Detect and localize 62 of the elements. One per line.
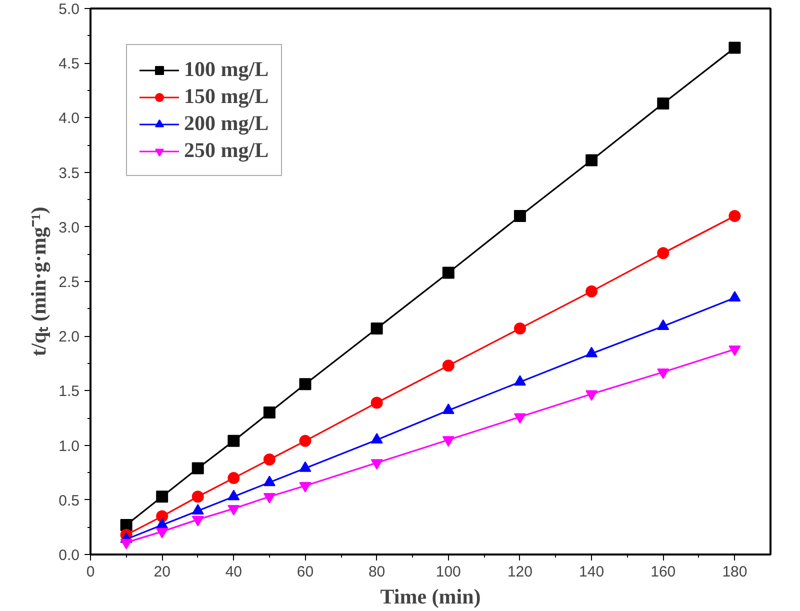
legend-label: 250 mg/L <box>184 138 269 163</box>
y-tick-label: 2.0 <box>58 328 80 346</box>
point <box>192 462 204 474</box>
point <box>156 490 168 503</box>
point <box>192 516 204 526</box>
point <box>657 368 670 379</box>
point <box>370 396 383 409</box>
x-tick-label: 160 <box>650 564 676 580</box>
x-tick-label: 40 <box>225 564 242 580</box>
x-tick-label: 60 <box>296 564 314 580</box>
y-tick-label: 4.0 <box>58 110 80 128</box>
point <box>728 346 741 356</box>
y-tick-label: 0.0 <box>58 547 80 564</box>
point <box>657 247 670 260</box>
point <box>263 454 276 466</box>
x-tick-label: 80 <box>368 564 386 580</box>
point <box>442 266 454 279</box>
y-tick-label: 2.5 <box>58 274 80 291</box>
y-axis-title: t/qₜ (min·g·mg⁻¹) <box>26 206 51 356</box>
point <box>228 504 240 516</box>
point <box>263 406 276 419</box>
point <box>442 436 454 447</box>
x-tick-label: 20 <box>154 564 170 580</box>
point <box>370 459 383 470</box>
x-tick-label: 180 <box>722 564 748 580</box>
y-tick-label: 0.5 <box>58 492 80 510</box>
x-tick-label: 0 <box>86 564 95 580</box>
point <box>299 434 312 447</box>
legend-label: 200 mg/L <box>184 111 269 136</box>
y-tick-label: 3.0 <box>58 219 80 236</box>
y-tick-label: 4.5 <box>58 56 80 73</box>
point <box>514 413 526 424</box>
y-tick-label: 1.0 <box>58 438 80 455</box>
point <box>156 510 168 522</box>
point <box>228 434 240 447</box>
x-tick-label: 140 <box>579 564 604 580</box>
point <box>728 210 741 222</box>
legend-label: 100 mg/L <box>184 57 269 82</box>
point <box>514 322 526 334</box>
y-tick-label: 1.5 <box>58 383 80 400</box>
point <box>728 42 741 54</box>
point <box>586 154 598 166</box>
legend-label: 150 mg/L <box>184 84 269 109</box>
point <box>586 390 598 401</box>
point <box>442 360 454 372</box>
point <box>192 490 204 503</box>
x-axis-title: Time (min) <box>380 584 481 608</box>
y-tick-label: 5.0 <box>58 1 80 18</box>
point <box>657 98 670 110</box>
point <box>120 538 132 550</box>
x-tick-label: 100 <box>436 564 461 580</box>
point <box>120 519 132 532</box>
point <box>228 472 240 484</box>
y-tick-label: 3.5 <box>58 164 80 182</box>
point <box>263 492 276 504</box>
point <box>156 528 168 538</box>
point <box>299 482 312 493</box>
point <box>299 378 312 390</box>
point <box>586 285 598 298</box>
point <box>370 322 383 334</box>
x-tick-label: 120 <box>507 564 532 580</box>
point <box>514 210 526 222</box>
